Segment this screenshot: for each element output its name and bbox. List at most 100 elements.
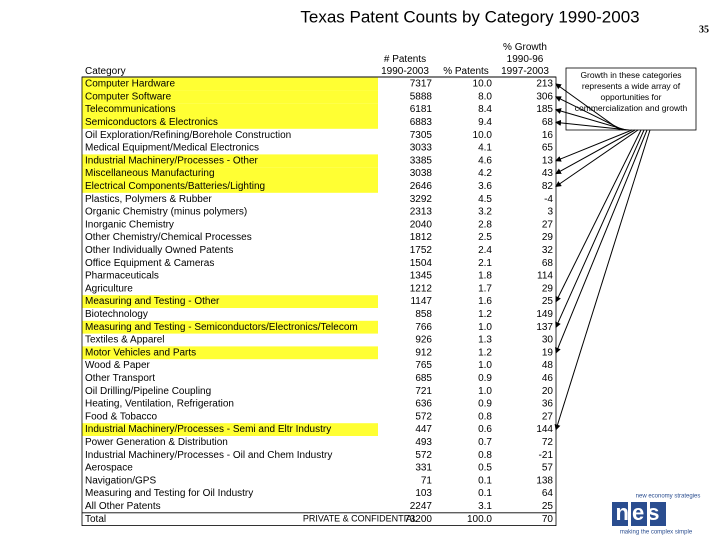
category: Other Individually Owned Patents	[85, 245, 233, 256]
cell: 185	[536, 104, 553, 115]
cell: 3	[547, 207, 553, 218]
cell: 20	[542, 386, 554, 397]
category: Agriculture	[85, 283, 133, 294]
cell: 2.8	[478, 219, 492, 230]
cell: 1.0	[478, 386, 492, 397]
callout-arrow	[555, 119, 630, 131]
cell: 3292	[410, 194, 433, 205]
callout-arrow	[555, 129, 645, 329]
cell: 2313	[410, 207, 433, 218]
logo-block	[650, 502, 666, 526]
cell: 1.0	[478, 360, 492, 371]
callout-wrap: Growth in these categories represents a …	[575, 70, 687, 113]
cell: 1812	[410, 232, 433, 243]
category: Aerospace	[85, 463, 133, 474]
cell: 0.9	[478, 399, 492, 410]
cell: 100.0	[467, 514, 492, 525]
cell: 1212	[410, 283, 433, 294]
category: Food & Tobacco	[85, 411, 158, 422]
cell: 72	[542, 437, 554, 448]
cell: 331	[415, 463, 432, 474]
cell: 46	[542, 373, 554, 384]
cell: 447	[415, 424, 432, 435]
cell: 114	[537, 271, 553, 282]
category: Industrial Machinery/Processes - Oil and…	[85, 450, 332, 461]
logo-block	[631, 502, 647, 526]
cell: 1752	[410, 245, 433, 256]
cell: 0.9	[478, 373, 492, 384]
cell: 1.2	[478, 309, 492, 320]
callout-arrow	[555, 129, 633, 162]
cell: 0.5	[478, 463, 492, 474]
category: Power Generation & Distribution	[85, 437, 228, 448]
cell: 10.0	[473, 79, 493, 90]
category: Pharmaceuticals	[85, 271, 159, 282]
category: Electrical Components/Batteries/Lighting	[85, 181, 265, 192]
column-header: % Patents	[443, 66, 489, 77]
callout-arrow	[555, 129, 642, 303]
cell: 82	[542, 181, 554, 192]
row-highlight	[82, 103, 378, 116]
cell: 926	[415, 335, 432, 346]
cell: 493	[415, 437, 432, 448]
category: Oil Drilling/Pipeline Coupling	[85, 386, 211, 397]
cell: 765	[415, 360, 432, 371]
cell: 213	[536, 79, 553, 90]
cell: 1345	[410, 271, 433, 282]
cell: 3038	[410, 168, 433, 179]
category: Medical Equipment/Medical Electronics	[85, 143, 259, 154]
cell: 57	[542, 463, 554, 474]
category: Organic Chemistry (minus polymers)	[85, 207, 247, 218]
cell: 1.2	[478, 347, 492, 358]
cell: 5888	[410, 91, 433, 102]
row-highlight	[82, 320, 378, 334]
category: Navigation/GPS	[85, 475, 156, 486]
cell: 685	[415, 373, 432, 384]
cell: 6181	[410, 104, 433, 115]
cell: 7305	[410, 130, 433, 141]
cell: 1504	[410, 258, 433, 269]
cell: 0.6	[478, 424, 492, 435]
category: Telecommunications	[85, 104, 176, 115]
cell: 1147	[410, 296, 432, 307]
category: Inorganic Chemistry	[85, 219, 174, 230]
category: Measuring and Testing - Other	[85, 296, 220, 307]
cell: -4	[544, 194, 553, 205]
cell: 16	[542, 130, 554, 141]
category: Measuring and Testing - Semiconductors/E…	[85, 322, 358, 333]
row-highlight	[82, 116, 378, 129]
cell: 3.2	[478, 207, 492, 218]
cell: 6883	[410, 117, 433, 128]
cell: 43	[542, 168, 554, 179]
cell: 0.7	[478, 437, 492, 448]
callout-arrow	[555, 129, 639, 187]
callout-arrow	[555, 96, 624, 131]
cell: 3.6	[478, 181, 492, 192]
cell: 25	[542, 296, 554, 307]
cell: 2.4	[478, 245, 492, 256]
row-highlight	[82, 346, 378, 360]
footer: PRIVATE & CONFIDENTIAL	[303, 513, 417, 523]
cell: 71	[421, 475, 433, 486]
cell: 30	[542, 335, 554, 346]
title: Texas Patent Counts by Category 1990-200…	[300, 7, 639, 26]
category: Motor Vehicles and Parts	[85, 347, 196, 358]
category: Computer Hardware	[85, 79, 175, 90]
logo-tagline: new economy strategies	[636, 494, 701, 500]
logo-mark: nes	[616, 500, 663, 525]
cell: 144	[536, 424, 553, 435]
cell: 0.8	[478, 450, 492, 461]
cell: 766	[415, 322, 432, 333]
cell: 29	[542, 232, 554, 243]
cell: -21	[539, 450, 554, 461]
cell: 65	[542, 143, 554, 154]
cell: 306	[536, 91, 553, 102]
cell: 3.1	[478, 501, 492, 512]
row-highlight	[82, 167, 378, 180]
cell: 636	[415, 399, 432, 410]
cell: 10.0	[473, 130, 493, 141]
cell: 4.1	[478, 143, 492, 154]
cell: 721	[415, 386, 432, 397]
category: Measuring and Testing for Oil Industry	[85, 488, 253, 499]
